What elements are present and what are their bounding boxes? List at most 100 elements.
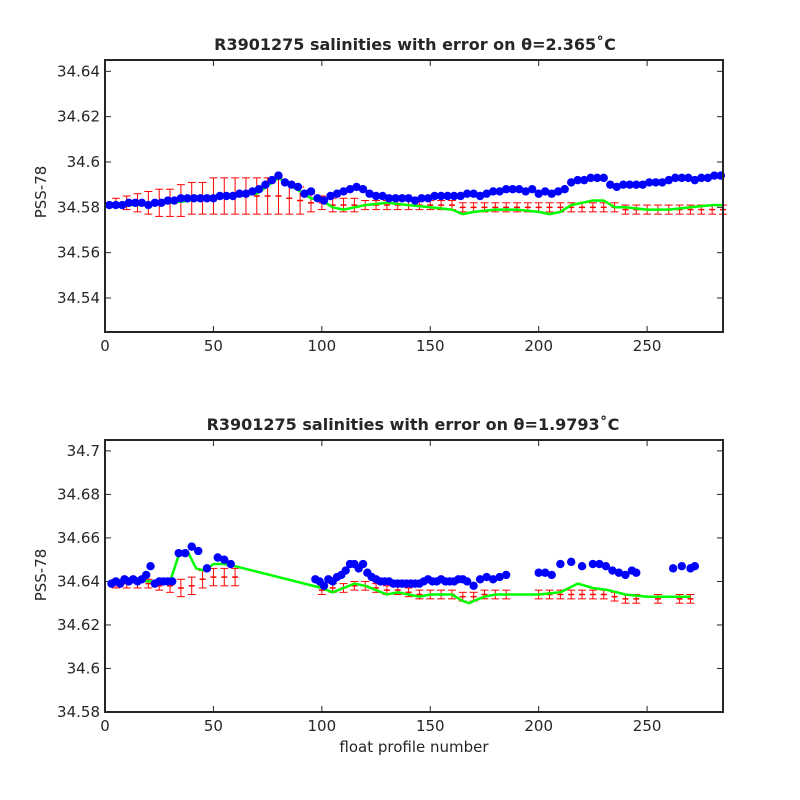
float-salinity-point	[475, 191, 485, 201]
error-bar	[621, 204, 630, 215]
float-salinity-point	[341, 566, 350, 575]
float-salinity-point	[391, 194, 400, 203]
float-salinity-point	[417, 194, 426, 203]
float-salinity-point	[508, 185, 517, 194]
float-salinity-point	[521, 187, 530, 196]
float-salinity-point	[430, 191, 439, 201]
float-salinity-point	[326, 191, 335, 201]
float-salinity-point	[547, 570, 556, 580]
calibrated-salinity-line	[111, 549, 691, 605]
float-salinity-point	[222, 191, 231, 201]
error-bar	[350, 197, 359, 213]
float-salinity-point	[144, 200, 153, 210]
float-salinity-point	[668, 564, 678, 573]
float-salinity-point	[677, 173, 686, 183]
float-salinity-point	[462, 577, 472, 586]
float-salinity-point	[697, 173, 706, 183]
y-tick-label: 34.56	[57, 244, 100, 262]
float-salinity-point	[612, 182, 621, 192]
float-salinity-point	[213, 553, 222, 562]
y-tick-label: 34.6	[67, 153, 100, 171]
float-salinity-point	[168, 577, 177, 586]
float-salinity-point	[608, 566, 617, 575]
float-salinity-point	[469, 189, 478, 198]
float-salinity-point	[274, 171, 283, 180]
float-salinity-point	[226, 559, 235, 569]
float-salinity-point	[449, 191, 459, 201]
float-salinity-point	[703, 173, 713, 183]
float-salinity-point	[267, 175, 277, 185]
error-bar	[220, 567, 229, 587]
float-salinity-point	[187, 542, 196, 551]
float-salinity-point	[710, 171, 719, 180]
y-tick-label: 34.7	[67, 442, 100, 460]
error-bar	[578, 589, 587, 600]
float-salinity-point	[293, 182, 303, 192]
float-salinity-point	[196, 194, 205, 203]
float-salinity-point	[482, 572, 491, 582]
error-bar	[588, 202, 597, 213]
float-salinity-point	[534, 568, 543, 577]
float-salinity-point	[209, 194, 218, 203]
y-tick-label: 34.64	[57, 62, 100, 80]
float-salinity-point	[235, 189, 244, 198]
error-bar	[231, 567, 240, 587]
float-salinity-point	[588, 559, 598, 569]
float-salinity-point	[462, 189, 472, 198]
float-salinity-point	[514, 185, 524, 194]
x-tick-label: 200	[524, 337, 553, 355]
float-salinity-point	[371, 191, 381, 201]
float-salinity-point	[183, 194, 192, 203]
float-salinity-point	[632, 180, 641, 189]
y-tick-label: 34.58	[57, 703, 100, 721]
float-salinity-point	[599, 173, 608, 183]
float-salinity-point	[287, 180, 296, 189]
float-salinity-point	[358, 559, 368, 569]
float-salinity-point	[142, 570, 151, 580]
float-salinity-point	[527, 185, 537, 194]
float-salinity-point	[423, 194, 433, 203]
error-bar	[513, 202, 521, 213]
float-salinity-point	[690, 175, 700, 185]
float-salinity-point	[111, 200, 121, 210]
float-salinity-point	[690, 562, 700, 571]
panel-top: R3901275 salinities with error on θ=2.36…	[32, 35, 727, 355]
float-salinity-point	[339, 187, 348, 196]
y-tick-label: 34.66	[57, 529, 100, 547]
float-salinity-point	[586, 173, 595, 183]
float-salinity-point	[365, 189, 374, 198]
float-salinity-point	[202, 564, 212, 573]
float-salinity-point	[614, 568, 624, 577]
float-salinity-point	[651, 178, 660, 187]
float-salinity-point	[677, 562, 686, 571]
y-tick-label: 34.62	[57, 108, 100, 126]
error-bar	[252, 177, 261, 215]
float-salinity-point	[124, 198, 134, 207]
float-salinity-point	[384, 194, 394, 203]
x-tick-label: 150	[416, 717, 445, 735]
float-salinity-point	[215, 191, 225, 201]
float-salinity-point	[621, 570, 630, 580]
panel-top-title: R3901275 salinities with error on θ=2.36…	[214, 35, 616, 54]
panel-bottom-plot-area: 0 50 100 150 200 250 34.58 34.6 34.62 34.64 34.66 3…	[57, 440, 723, 735]
panel-bottom-axes-box	[104, 439, 724, 713]
float-salinity-point	[638, 180, 647, 189]
float-salinity-point	[573, 175, 582, 185]
float-salinity-point	[150, 198, 160, 207]
error-bar	[567, 589, 576, 600]
error-bar	[187, 576, 196, 595]
float-salinity-point	[495, 187, 504, 196]
float-salinity-point	[332, 189, 342, 198]
float-salinity-point	[319, 196, 329, 205]
y-tick-label: 34.54	[57, 289, 100, 307]
float-salinity-point	[254, 185, 264, 194]
float-salinity-point	[593, 173, 602, 183]
error-bar	[176, 578, 185, 598]
float-salinity-point	[131, 198, 140, 207]
float-salinity-point	[619, 180, 628, 189]
panel-bottom: R3901275 salinities with error on θ=1.97…	[32, 415, 724, 756]
float-salinity-point	[540, 187, 550, 196]
x-tick-label: 50	[204, 337, 223, 355]
float-salinity-point	[358, 185, 368, 194]
